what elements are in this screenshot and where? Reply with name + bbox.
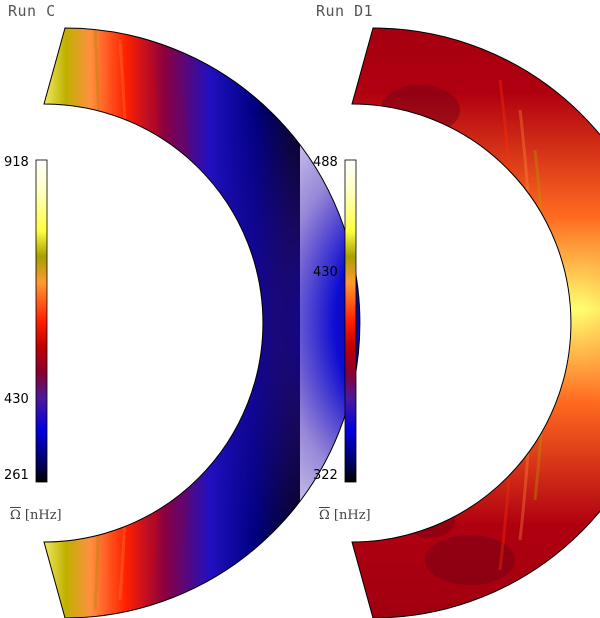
run-c-unit: [nHz]	[24, 508, 62, 523]
run-c-colorbar-min: 261	[4, 468, 29, 483]
run-d1-omega-symbol: Ω	[319, 508, 330, 523]
run-d1-unit: [nHz]	[333, 508, 371, 523]
run-d1-colorbar-min: 322	[313, 468, 338, 483]
run-d1-shell-outline	[351, 27, 600, 618]
run-c-colorbar-label: Ω [nHz]	[10, 508, 62, 523]
run-c-colorbar	[35, 159, 48, 483]
run-d1-colorbar-max: 488	[313, 155, 338, 170]
run-d1-colorbar-label: Ω [nHz]	[319, 508, 371, 523]
run-c-colorbar-max: 918	[4, 155, 29, 170]
run-d1-colorbar	[344, 159, 357, 483]
run-c-shell-outline	[43, 27, 361, 618]
run-d1-panel	[344, 27, 600, 618]
run-d1-colorbar-mid: 430	[313, 265, 338, 280]
run-c-colorbar-mid: 430	[4, 392, 29, 407]
run-c-title: Run C	[8, 2, 56, 20]
run-c-omega-symbol: Ω	[10, 508, 21, 523]
run-d1-title: Run D1	[316, 2, 374, 20]
